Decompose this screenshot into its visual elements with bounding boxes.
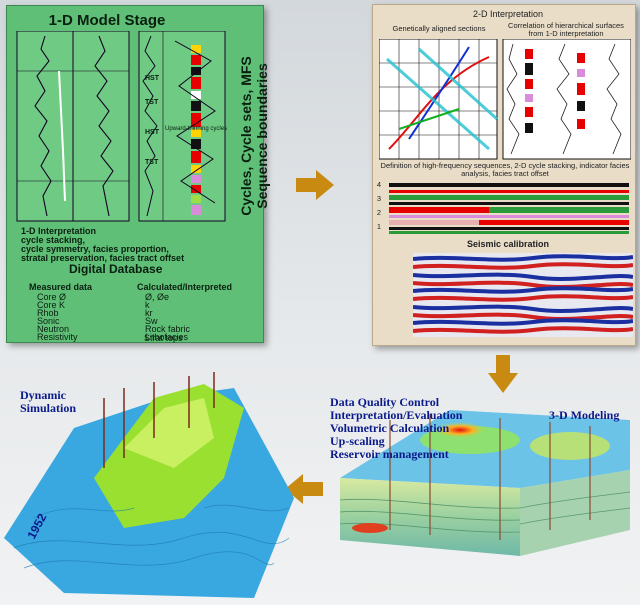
interp-title: 1-D Interpretation [21, 226, 97, 236]
interp-line: stratal preservation, facies tract offse… [21, 253, 185, 263]
simulation-surface [4, 372, 294, 598]
interp-line: cycle stacking, [21, 235, 86, 245]
task-item: Volumetric Calculation [330, 421, 450, 435]
track-label: HST [145, 129, 159, 136]
seismic-image [413, 253, 633, 337]
calc-item: kr [145, 308, 153, 318]
task-item: Data Quality Control [330, 395, 440, 409]
database-title: Digital Database [69, 262, 163, 276]
vertical-label: Cycles, Cycle sets, MFS Sequence boundar… [238, 56, 270, 216]
definition-caption: Definition of high-frequency sequences, … [380, 161, 630, 178]
row-number: 1 [376, 222, 382, 231]
calc-item: Ø, Øe [145, 292, 170, 302]
calc-item: Rock fabric [145, 324, 191, 334]
panel-1d-title: 1-D Model Stage [48, 12, 166, 29]
cycle-stacking-section [389, 183, 629, 234]
vertical-label-box: Cycles, Cycle sets, MFS Sequence boundar… [229, 36, 270, 236]
right-section-caption: Correlation of hierarchical surfaces fro… [508, 21, 624, 38]
task-item: Interpretation/Evaluation [330, 408, 463, 422]
left-section-caption: Genetically aligned sections [392, 24, 486, 33]
well-log-tracks [16, 31, 226, 222]
task-item: Up-scaling [330, 434, 385, 448]
arrow-right-icon [296, 170, 334, 200]
track-label: TST [145, 99, 159, 106]
calc-item-strat-tops: Strat tops [144, 333, 183, 343]
calc-item: k [145, 300, 150, 310]
track-label: TST [145, 159, 159, 166]
simulation-title: Dynamic Simulation [20, 389, 90, 415]
measured-item: Neutron [37, 324, 70, 334]
measured-header: Measured data [29, 282, 93, 292]
row-number: 2 [376, 208, 382, 217]
simulation-title-text: Dynamic Simulation [20, 388, 77, 415]
calc-item: Sw [145, 316, 158, 326]
section-plots [379, 39, 631, 160]
measured-item: Rhob [37, 308, 59, 318]
calc-header: Calculated/Interpreted [137, 282, 233, 292]
interp-line: cycle symmetry, facies proportion, [21, 244, 169, 254]
track-label: HST [145, 75, 159, 82]
measured-item: Core Ø [37, 292, 67, 302]
arrow-down-icon [488, 355, 518, 393]
measured-item: Sonic [37, 316, 60, 326]
arrow-left-icon [285, 474, 323, 504]
row-number: 4 [376, 180, 382, 189]
panel-2d-title: 2-D Interpretation [472, 9, 544, 19]
panel-1d-model: 1-D Model Stage HST TST HST TST Upward-t… [6, 5, 270, 343]
seismic-caption: Seismic calibration [466, 239, 550, 249]
measured-item: Core K [37, 300, 66, 310]
task-item: Reservoir management [330, 447, 449, 461]
calc-item: Lithofacies [145, 332, 189, 342]
cycles-label: Upward-thinning cycles [165, 126, 228, 132]
panel-2d-interpretation: 2-D Interpretation Genetically aligned s… [372, 4, 636, 346]
row-number: 3 [376, 194, 382, 203]
measured-item: Resistivity [37, 332, 78, 342]
reservoir-3d-model [339, 410, 631, 556]
modeling-title: 3-D Modeling [549, 408, 620, 422]
